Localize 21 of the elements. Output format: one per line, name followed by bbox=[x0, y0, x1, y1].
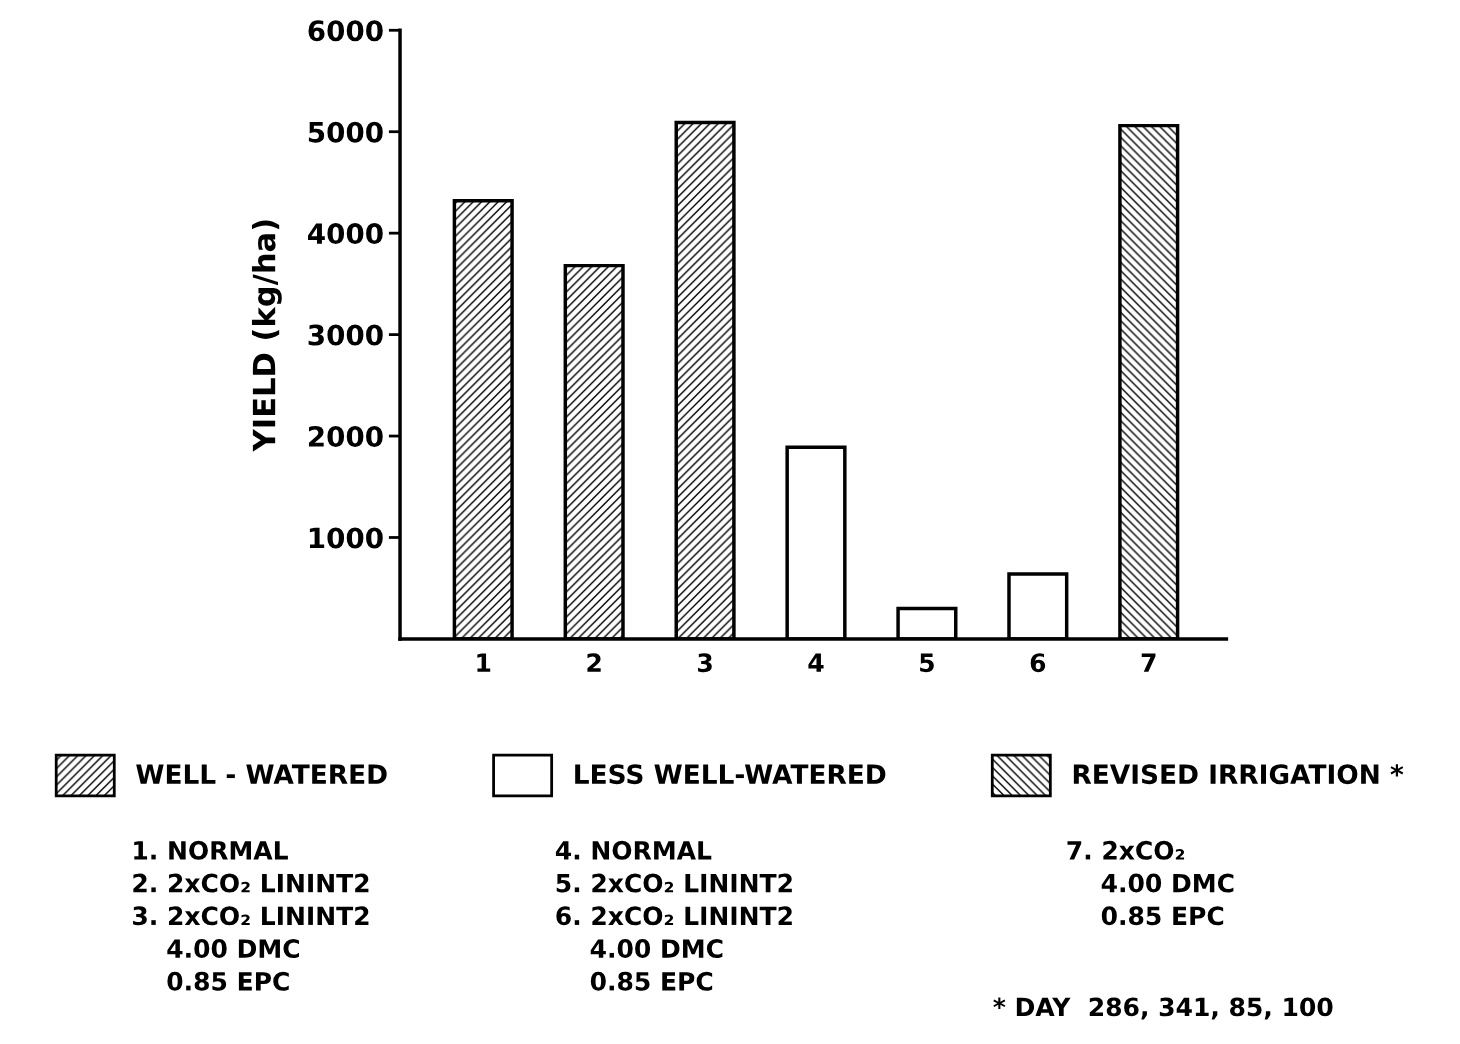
text: 1. NORMAL 2. 2xCO₂ LININT2 3. 2xCO₂ LININT2 4.00 DMC 0.85 EPC bbox=[133, 840, 369, 991]
x-tick-label: 3 bbox=[698, 653, 712, 673]
y-axis-title: YIELD (kg/ha) bbox=[251, 220, 282, 452]
y-tick-label: 1000 bbox=[309, 527, 383, 549]
legend-label: WELL - WATERED bbox=[136, 764, 387, 784]
x-tick-label: 2 bbox=[587, 653, 601, 672]
y-tick-label: 2000 bbox=[308, 425, 383, 447]
legend-label: LESS WELL-WATERED bbox=[575, 764, 886, 785]
y-tick-label: 3000 bbox=[308, 324, 383, 346]
y-tick-label: 4000 bbox=[308, 223, 383, 245]
text: 4. NORMAL 5. 2xCO₂ LININT2 6. 2xCO₂ LININT2 4.00 DMC 0.85 EPC bbox=[555, 840, 792, 991]
x-tick-label: 5 bbox=[920, 653, 934, 673]
y-tick-label: 5000 bbox=[308, 121, 383, 143]
x-tick-label: 6 bbox=[1030, 653, 1046, 673]
x-tick-label: 7 bbox=[1141, 653, 1156, 672]
text: 7. 2xCO₂ 4.00 DMC 0.85 EPC bbox=[1067, 840, 1234, 926]
x-tick-label: 1 bbox=[477, 653, 491, 672]
legend-label: REVISED IRRIGATION * bbox=[1073, 764, 1404, 785]
text: * DAY 286, 341, 85, 100 bbox=[993, 997, 1333, 1020]
y-tick-label: 6000 bbox=[308, 20, 383, 42]
x-tick-label: 4 bbox=[808, 653, 824, 672]
